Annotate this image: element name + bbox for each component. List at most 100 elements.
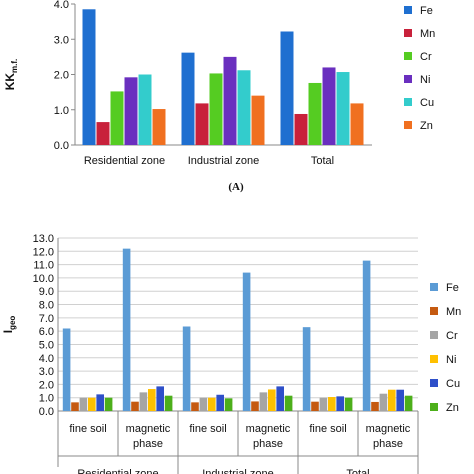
chart-b-groups: Residential zone Industrial zone Total <box>58 411 419 474</box>
chart-b-tick-label: 8.0 <box>39 300 54 312</box>
chart-b-category-label: fine soil <box>309 423 346 435</box>
chart-a-tick-label: 0.0 <box>54 140 69 152</box>
chart-a-bar-cu <box>138 74 152 145</box>
chart-b-bar-zn <box>104 397 113 411</box>
chart-b-tick-label: 5.0 <box>39 339 54 351</box>
chart-b-tick-label: 7.0 <box>39 313 54 325</box>
chart-a-categories: Residential zone Industrial zone Total <box>84 155 334 167</box>
chart-b-bar-fe <box>242 272 251 411</box>
chart-b-tick-label: 10.0 <box>33 273 54 285</box>
chart-b-legend-swatch <box>430 355 438 363</box>
chart-b-bar-mn <box>311 401 319 411</box>
chart-b-bar-mn <box>71 402 79 411</box>
chart-b-bar-cr <box>199 397 208 411</box>
chart-a-category-label: Total <box>311 155 334 167</box>
chart-b-bars <box>62 248 413 411</box>
chart-b-legend-swatch <box>430 379 438 387</box>
chart-b-category-label: fine soil <box>189 423 226 435</box>
chart-a-legend-label: Fe <box>420 5 433 17</box>
chart-a-legend-label: Zn <box>420 120 433 132</box>
chart-b-bar-fe <box>122 248 131 411</box>
chart-b-bar-zn <box>404 395 413 411</box>
chart-a-bar-cr <box>110 91 124 145</box>
chart-a-tick-label: 4.0 <box>54 0 69 11</box>
chart-b-legend-label: Mn <box>446 306 461 318</box>
chart-b-tick-label: 6.0 <box>39 326 54 338</box>
chart-b-legend-swatch <box>430 403 438 411</box>
chart-a-legend-swatch <box>404 52 412 60</box>
chart-b-bar-mn <box>131 401 139 411</box>
chart-a-tick-label: 2.0 <box>54 70 69 82</box>
chart-a-legend-swatch <box>404 121 412 129</box>
chart-a-bar-ni <box>124 77 138 145</box>
chart-b: 0.01.0 2.03.04.0 5.06.07.08.0 9.010.011.0 12… <box>1 233 461 474</box>
chart-b-legend-label: Cr <box>446 330 458 342</box>
chart-a-legend-swatch <box>404 98 412 106</box>
chart-b-bar-ni <box>88 397 96 411</box>
chart-b-bar-cr <box>319 397 328 411</box>
chart-b-category-label: magnetic <box>126 423 171 435</box>
chart-a-bar-fe <box>181 52 195 145</box>
chart-a-bar-mn <box>195 103 209 145</box>
chart-a-tick-label: 3.0 <box>54 34 69 46</box>
chart-b-tick-label: 12.0 <box>33 246 54 258</box>
chart-a-legend-label: Cu <box>420 97 434 109</box>
chart-b-legend-label: Cu <box>446 378 460 390</box>
chart-b-legend-swatch <box>430 283 438 291</box>
chart-b-category-label: phase <box>253 438 283 450</box>
chart-b-legend-label: Fe <box>446 282 459 294</box>
chart-a-bar-zn <box>152 109 166 145</box>
chart-b-legend-label: Ni <box>446 354 456 366</box>
chart-b-bar-fe <box>182 326 191 411</box>
chart-b-tick-label: 0.0 <box>39 406 54 418</box>
chart-b-bar-zn <box>284 395 293 411</box>
chart-b-category-label: magnetic <box>366 423 411 435</box>
chart-a-bar-zn <box>350 103 364 145</box>
chart-b-group-label: Industrial zone <box>202 468 274 474</box>
chart-a-bar-cu <box>336 72 350 145</box>
chart-b-bar-mn <box>191 402 199 411</box>
chart-a-bar-zn <box>251 95 265 145</box>
chart-a-legend-swatch <box>404 75 412 83</box>
chart-a-category-label: Residential zone <box>84 155 165 167</box>
chart-b-bar-zn <box>164 395 173 411</box>
chart-a-y-axis-label: KKm.f. <box>3 59 19 91</box>
chart-a-legend-label: Ni <box>420 74 430 86</box>
chart-b-tick-label: 11.0 <box>33 260 54 272</box>
chart-b-gridlines <box>58 237 418 412</box>
chart-b-bar-zn <box>224 398 233 411</box>
chart-b-y-ticks: 0.01.0 2.03.04.0 5.06.07.08.0 9.010.011.0 12… <box>33 233 54 418</box>
chart-b-category-label: phase <box>373 438 403 450</box>
chart-a-bar-mn <box>96 122 110 145</box>
chart-b-tick-label: 13.0 <box>33 233 54 245</box>
chart-a-panel-label: (A) <box>228 181 244 193</box>
chart-b-tick-label: 4.0 <box>39 353 54 365</box>
chart-b-bar-cu <box>276 386 284 411</box>
chart-b-y-axis-label: Igeo <box>1 316 17 334</box>
chart-a-bar-cr <box>209 73 223 145</box>
chart-b-bar-ni <box>148 389 156 411</box>
chart-a-bars <box>82 9 364 145</box>
chart-a-legend-swatch <box>404 29 412 37</box>
chart-a-category-label: Industrial zone <box>188 155 260 167</box>
chart-b-category-label: phase <box>133 438 163 450</box>
chart-b-bar-zn <box>344 397 353 411</box>
chart-b-bar-ni <box>208 397 216 411</box>
chart-b-bar-cr <box>259 392 268 411</box>
chart-b-bar-fe <box>302 327 311 411</box>
chart-b-legend-label: Zn <box>446 402 459 414</box>
chart-b-tick-label: 2.0 <box>39 379 54 391</box>
chart-a-tick-label: 1.0 <box>54 105 69 117</box>
chart-a-legend: Fe Mn Cr Ni Cu Zn <box>404 5 435 132</box>
chart-a-legend-swatch <box>404 6 412 14</box>
chart-b-category-label: magnetic <box>246 423 291 435</box>
chart-a-bar-ni <box>322 67 336 145</box>
chart-b-bar-ni <box>268 389 276 411</box>
chart-b-bar-cr <box>379 393 388 411</box>
chart-b-bar-cu <box>96 394 104 411</box>
chart-b-bar-cu <box>396 389 404 411</box>
chart-b-group-label: Residential zone <box>77 468 158 474</box>
chart-b-bar-fe <box>62 328 71 411</box>
chart-a-bar-fe <box>82 9 96 145</box>
chart-b-legend-swatch <box>430 331 438 339</box>
